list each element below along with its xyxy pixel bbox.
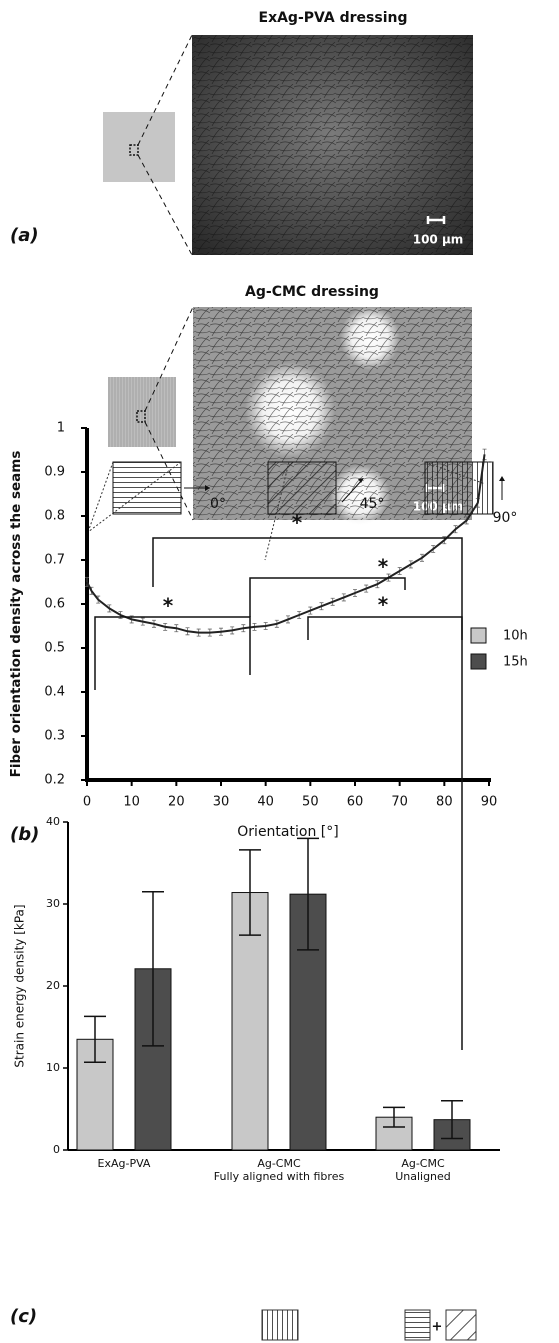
y-tick-label: 0.3	[44, 729, 65, 744]
panel-label: (c)	[10, 1306, 37, 1327]
y-tick-label: 0	[53, 1143, 60, 1156]
x-tick-label: 50	[302, 795, 319, 810]
panel-a-title: ExAg-PVA dressing	[259, 10, 408, 26]
y-tick-label: 0.7	[44, 553, 65, 568]
error-bar	[84, 1015, 106, 1064]
zoom-line	[144, 306, 194, 412]
legend-label: 15h	[503, 655, 528, 670]
y-tick-label: 0.8	[44, 509, 65, 524]
significance-star: *	[292, 511, 303, 535]
x-tick-label: 30	[213, 795, 230, 810]
scale-label: 100 µm	[413, 233, 464, 247]
scale-bar	[426, 216, 446, 224]
y-tick-label: 30	[46, 897, 60, 910]
icon-horizontal	[404, 1309, 431, 1341]
x-tick-label: 80	[436, 795, 453, 810]
legend-label: 10h	[503, 629, 528, 644]
zoom-line	[137, 154, 193, 256]
significance-bracket	[152, 537, 463, 640]
x-tick-label-line: Ag-CMC	[257, 1157, 301, 1170]
inset-label: 0°	[210, 496, 226, 512]
inset-label: 90°	[493, 510, 518, 526]
significance-star: *	[163, 594, 174, 618]
arrow-head	[499, 476, 505, 481]
inset-45deg	[267, 461, 337, 515]
guide-line	[264, 461, 290, 561]
legend-swatch	[470, 653, 487, 670]
inset-0deg	[112, 461, 182, 515]
zoom-line	[137, 34, 193, 146]
x-tick-label: ExAg-PVA	[98, 1157, 151, 1170]
x-tick-label: 60	[347, 795, 364, 810]
x-tick-label-line: ExAg-PVA	[98, 1157, 151, 1170]
sample-marker	[129, 144, 139, 156]
guide-line	[87, 461, 182, 533]
significance-star: *	[378, 555, 389, 579]
panel-b-title: Ag-CMC dressing	[245, 284, 379, 300]
y-tick-label: 0.2	[44, 773, 65, 788]
y-tick-label: 40	[46, 815, 60, 828]
panel-label: (b)	[10, 824, 39, 845]
x-tick-label-line: Unaligned	[395, 1170, 451, 1183]
significance-bracket	[94, 616, 251, 690]
significance-bracket	[307, 616, 463, 1050]
significance-star: *	[378, 593, 389, 617]
y-tick-label: 1	[57, 421, 65, 436]
guide-line	[424, 461, 486, 485]
x-tick-label: Ag-CMC Fully aligned with fibres	[214, 1157, 345, 1183]
x-axis-label: Orientation [°]	[237, 824, 338, 840]
data-line	[86, 454, 486, 634]
y-axis-label: Fiber orientation density across the sea…	[8, 451, 24, 778]
error-bar	[239, 849, 261, 936]
icon-aligned	[261, 1309, 299, 1341]
error-bar	[142, 890, 164, 1047]
sample-marker	[136, 410, 146, 423]
x-tick-label: 20	[168, 795, 185, 810]
fibers	[192, 35, 473, 255]
x-tick-label: 0	[83, 795, 91, 810]
error-bar	[441, 1100, 463, 1140]
error-bar	[297, 837, 319, 951]
y-tick-label: 0.6	[44, 597, 65, 612]
x-tick-label: 90	[481, 795, 498, 810]
x-tick-label: Ag-CMC Unaligned	[395, 1157, 451, 1183]
x-tick-label: 70	[391, 795, 408, 810]
arrow-head	[358, 478, 364, 483]
x-tick-label-line: Fully aligned with fibres	[214, 1170, 345, 1183]
y-tick-label: 20	[46, 979, 60, 992]
x-tick-label: 10	[123, 795, 140, 810]
y-tick-label: 0.5	[44, 641, 65, 656]
x-tick-label-line: Ag-CMC	[401, 1157, 445, 1170]
icon-diagonal	[445, 1309, 477, 1341]
sample-a	[103, 112, 175, 182]
y-tick-label: 0.9	[44, 465, 65, 480]
x-tick-label: 40	[257, 795, 274, 810]
error-bar	[383, 1106, 405, 1128]
arrow-head	[205, 485, 210, 491]
guide-line	[87, 461, 114, 533]
panel-label: (a)	[10, 225, 39, 246]
plus-sign: +	[432, 1320, 443, 1335]
y-axis-label: Strain energy density [kPa]	[13, 904, 27, 1067]
y-tick-label: 0.4	[44, 685, 65, 700]
significance-bracket	[249, 577, 406, 617]
legend-swatch	[470, 627, 487, 644]
inset-label: 45°	[360, 496, 385, 512]
arrow	[341, 479, 363, 503]
y-tick-label: 10	[46, 1061, 60, 1074]
sample-b	[108, 377, 176, 447]
